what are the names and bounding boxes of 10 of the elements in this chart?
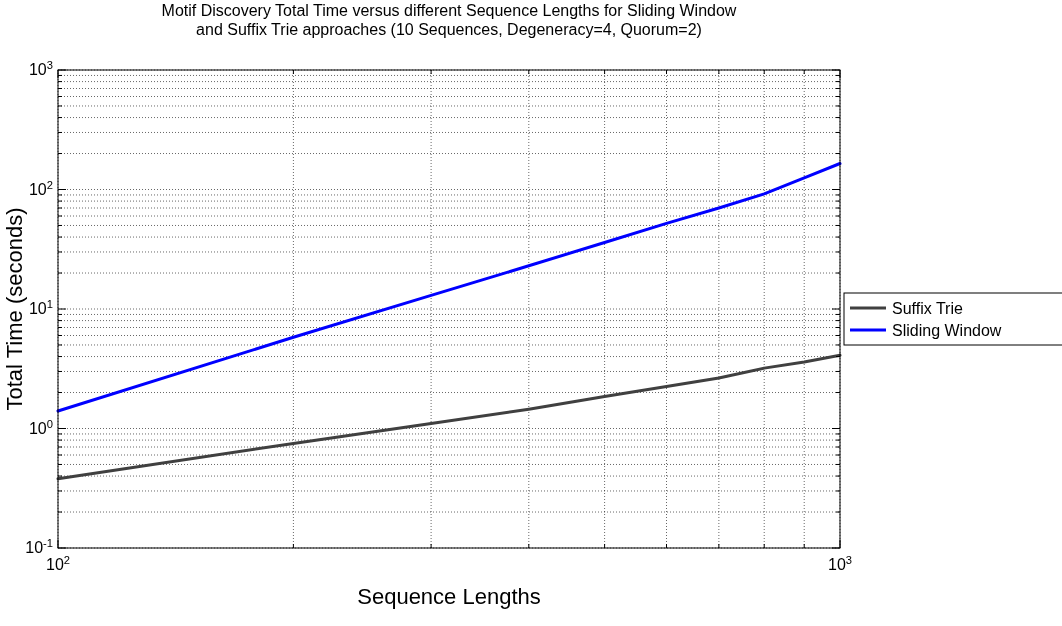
- chart-title: Motif Discovery Total Time versus different Sequence Lengths for Sliding Window and Suffix Trie approaches (10 Sequences, Degeneracy=4, Quorum=2): [161, 2, 737, 38]
- x-axis-title: Sequence Lengths: [357, 584, 541, 609]
- legend-label: Suffix Trie: [892, 300, 963, 317]
- y-axis-title: Total Time (seconds): [2, 207, 27, 411]
- y-tick-label: 10$^{0}$: [28, 417, 53, 437]
- y-tick-label: 10$^{3}$: [28, 59, 53, 78]
- y-tick-label: 10$^{2}$: [28, 178, 53, 198]
- legend-label: Sliding Window: [892, 322, 1002, 339]
- y-tick-label: 10$^{1}$: [28, 298, 53, 317]
- y-tick-label: 10$^{-1}$: [25, 537, 53, 556]
